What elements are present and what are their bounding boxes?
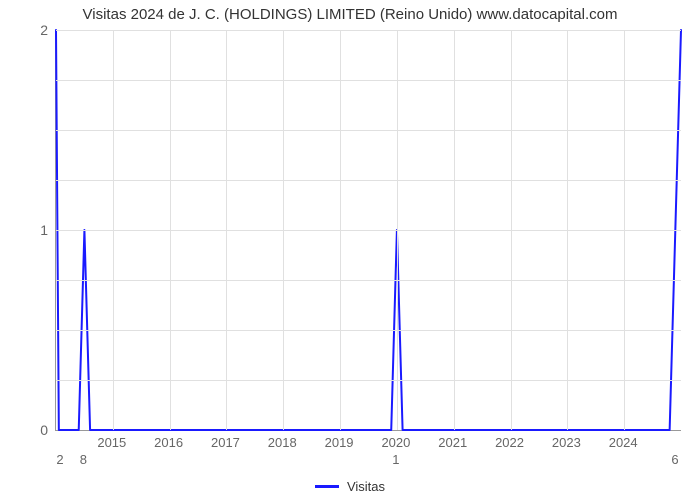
y-tick-label: 0: [18, 422, 48, 438]
grid-h: [56, 30, 681, 31]
y-tick-label: 1: [18, 222, 48, 238]
data-point-label: 1: [392, 452, 399, 467]
data-point-label: 6: [671, 452, 678, 467]
grid-h: [56, 380, 681, 381]
grid-h: [56, 180, 681, 181]
x-tick-label: 2015: [97, 435, 126, 450]
x-tick-label: 2016: [154, 435, 183, 450]
legend: Visitas: [0, 475, 700, 494]
grid-h: [56, 80, 681, 81]
grid-h: [56, 230, 681, 231]
legend-swatch: [315, 485, 339, 488]
x-tick-label: 2019: [325, 435, 354, 450]
chart-title: Visitas 2024 de J. C. (HOLDINGS) LIMITED…: [0, 6, 700, 23]
y-tick-label: 2: [18, 22, 48, 38]
data-point-label: 2: [56, 452, 63, 467]
visits-chart: Visitas 2024 de J. C. (HOLDINGS) LIMITED…: [0, 0, 700, 500]
x-tick-label: 2020: [381, 435, 410, 450]
data-point-label: 8: [80, 452, 87, 467]
grid-h: [56, 130, 681, 131]
x-tick-label: 2018: [268, 435, 297, 450]
legend-label: Visitas: [347, 479, 385, 494]
plot-area: [55, 30, 681, 431]
x-tick-label: 2023: [552, 435, 581, 450]
grid-h: [56, 330, 681, 331]
x-tick-label: 2024: [609, 435, 638, 450]
x-tick-label: 2017: [211, 435, 240, 450]
grid-h: [56, 280, 681, 281]
x-tick-label: 2021: [438, 435, 467, 450]
x-tick-label: 2022: [495, 435, 524, 450]
